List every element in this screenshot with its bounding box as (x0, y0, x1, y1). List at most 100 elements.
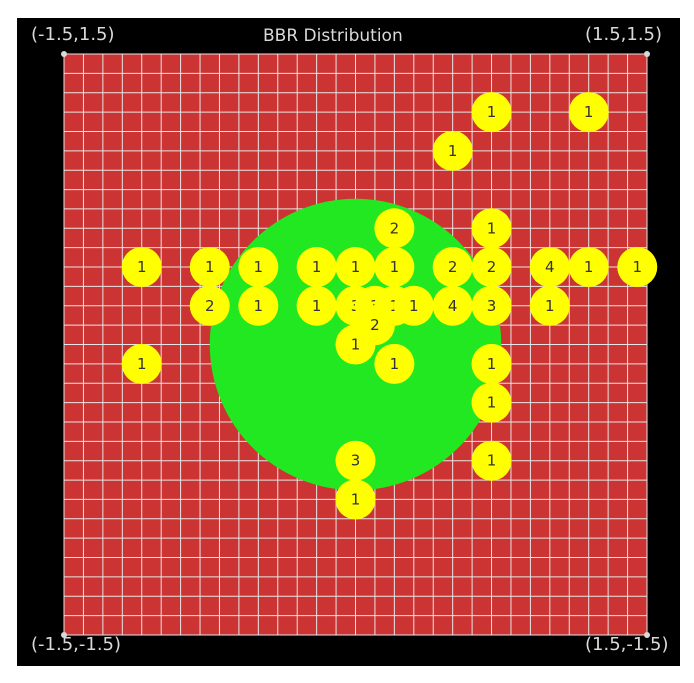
point-marker (432, 247, 473, 288)
data-point: 1 (189, 247, 230, 288)
point-count-label: 1 (312, 297, 322, 315)
point-count-label: 1 (137, 258, 147, 276)
data-point: 1 (335, 479, 376, 520)
point-marker (374, 208, 415, 249)
data-point: 1 (121, 343, 162, 384)
point-marker (529, 285, 570, 326)
point-marker (121, 247, 162, 288)
point-marker (393, 285, 434, 326)
data-point: 1 (238, 247, 279, 288)
point-marker (335, 247, 376, 288)
point-count-label: 2 (390, 219, 400, 237)
point-marker (432, 285, 473, 326)
point-count-label: 1 (390, 258, 400, 276)
data-point: 1 (335, 324, 376, 365)
corner-label-top-right: (1.5,1.5) (585, 24, 663, 45)
point-count-label: 3 (351, 452, 361, 470)
corner-dot (61, 632, 67, 638)
data-point: 1 (471, 92, 512, 133)
corner-label-top-left: (-1.5,1.5) (31, 24, 115, 45)
point-count-label: 1 (633, 258, 643, 276)
point-marker (471, 440, 512, 481)
data-point: 1 (238, 285, 279, 326)
data-point: 1 (529, 285, 570, 326)
data-point: 1 (617, 247, 658, 288)
chart-title: BBR Distribution (263, 26, 403, 46)
data-point: 4 (432, 285, 473, 326)
point-count-label: 3 (487, 297, 497, 315)
point-marker (335, 324, 376, 365)
point-count-label: 1 (487, 103, 497, 121)
point-marker (471, 343, 512, 384)
point-count-label: 1 (351, 490, 361, 508)
point-count-label: 2 (487, 258, 497, 276)
corner-label-bottom-left: (-1.5,-1.5) (31, 634, 122, 655)
data-point: 2 (432, 247, 473, 288)
point-marker (568, 92, 609, 133)
data-point: 1 (568, 92, 609, 133)
bbr-distribution-plot: 11121111111224112113311431211111311 (61, 51, 658, 638)
plot-frame: 11121111111224112113311431211111311 BBR … (17, 18, 680, 666)
data-point: 1 (432, 130, 473, 171)
grid-lines (63, 53, 648, 636)
data-point: 1 (296, 285, 337, 326)
data-point: 1 (471, 208, 512, 249)
point-marker (296, 285, 337, 326)
corner-dots (61, 51, 650, 638)
point-marker (335, 440, 376, 481)
point-marker (432, 130, 473, 171)
point-count-label: 1 (390, 355, 400, 373)
point-marker (568, 247, 609, 288)
data-point: 1 (471, 343, 512, 384)
data-point: 1 (471, 382, 512, 423)
corner-dot (644, 632, 650, 638)
data-point: 1 (335, 247, 376, 288)
point-count-label: 1 (205, 258, 215, 276)
data-point: 2 (189, 285, 230, 326)
point-marker (374, 343, 415, 384)
point-marker (471, 247, 512, 288)
point-count-label: 1 (448, 142, 458, 160)
point-marker (238, 247, 279, 288)
point-count-label: 1 (254, 258, 264, 276)
point-marker (238, 285, 279, 326)
data-point: 2 (374, 208, 415, 249)
point-count-label: 4 (545, 258, 555, 276)
point-count-label: 1 (487, 394, 497, 412)
data-point: 1 (296, 247, 337, 288)
point-marker (617, 247, 658, 288)
data-point: 3 (471, 285, 512, 326)
data-point: 1 (568, 247, 609, 288)
point-count-label: 1 (545, 297, 555, 315)
point-count-label: 1 (487, 219, 497, 237)
point-marker (529, 247, 570, 288)
point-marker (296, 247, 337, 288)
point-marker (335, 479, 376, 520)
marker-layer: 11121111111224112113311431211111311 (121, 92, 658, 520)
point-count-label: 1 (254, 297, 264, 315)
point-count-label: 1 (409, 297, 419, 315)
point-marker (189, 247, 230, 288)
point-count-label: 1 (351, 336, 361, 354)
data-point: 1 (393, 285, 434, 326)
point-count-label: 2 (448, 258, 458, 276)
point-count-label: 2 (205, 297, 215, 315)
point-marker (189, 285, 230, 326)
corner-label-bottom-right: (1.5,-1.5) (585, 634, 669, 655)
point-marker (471, 382, 512, 423)
data-point: 1 (121, 247, 162, 288)
point-count-label: 1 (137, 355, 147, 373)
data-point: 3 (335, 440, 376, 481)
point-count-label: 1 (351, 258, 361, 276)
data-point: 1 (471, 440, 512, 481)
corner-dot (644, 51, 650, 57)
point-marker (471, 285, 512, 326)
point-count-label: 1 (312, 258, 322, 276)
point-count-label: 1 (584, 103, 594, 121)
point-marker (471, 208, 512, 249)
data-point: 1 (374, 247, 415, 288)
point-marker (471, 92, 512, 133)
point-count-label: 1 (584, 258, 594, 276)
point-count-label: 1 (487, 355, 497, 373)
point-count-label: 2 (370, 316, 380, 334)
